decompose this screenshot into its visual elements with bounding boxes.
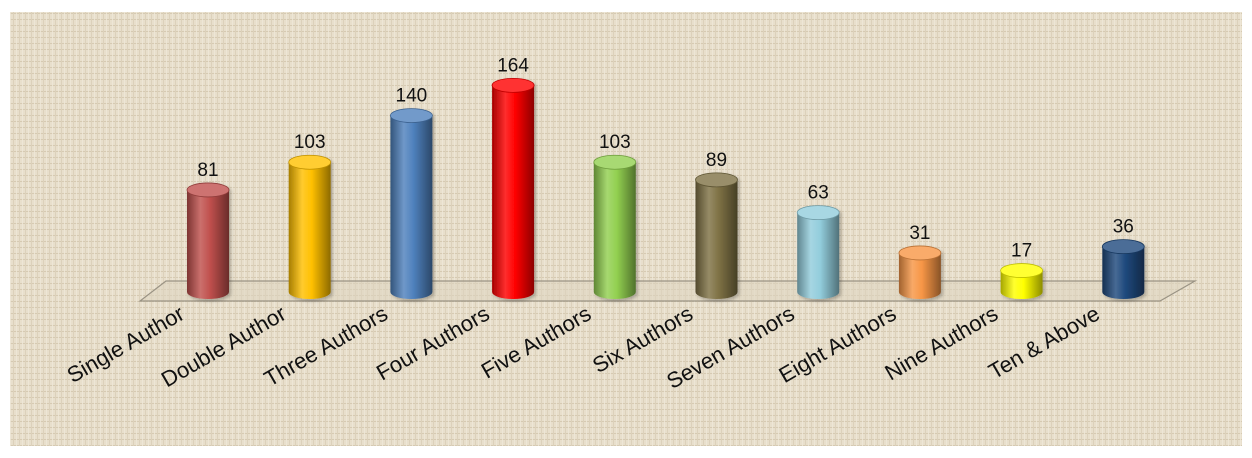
bars-group	[186, 77, 1145, 299]
bar	[898, 245, 942, 299]
bar	[796, 205, 840, 299]
data-label: 103	[294, 132, 326, 153]
bar-body	[288, 162, 331, 299]
bar-top	[1101, 239, 1145, 255]
bar-top	[695, 172, 738, 188]
data-label: 63	[808, 183, 829, 204]
bar-top	[288, 154, 332, 170]
data-label: 17	[1011, 241, 1032, 262]
bar-top	[389, 108, 433, 123]
bar-top	[593, 154, 637, 170]
bar-body	[492, 85, 535, 299]
bar-top	[796, 205, 840, 221]
bar	[695, 172, 738, 299]
bar-body	[695, 179, 738, 299]
data-label: 81	[197, 160, 218, 181]
value-labels-group: 81 103 140 164 103 89 63 31 17 36	[197, 55, 1133, 261]
bar-body	[797, 212, 840, 299]
bar	[288, 154, 332, 299]
data-label: 140	[396, 86, 428, 107]
bar-body	[390, 115, 433, 299]
bar-body	[1000, 270, 1043, 299]
bar-top	[186, 182, 230, 198]
bar	[491, 77, 535, 299]
data-label: 164	[497, 55, 529, 76]
bar	[389, 108, 433, 299]
bar	[593, 154, 637, 299]
data-label: 103	[599, 132, 631, 153]
bar	[1000, 263, 1043, 299]
bar-top	[898, 245, 942, 261]
bar	[186, 182, 230, 299]
data-label: 36	[1113, 217, 1134, 238]
bar	[1101, 239, 1145, 299]
bar-body	[187, 189, 229, 299]
bar-body	[1102, 246, 1145, 299]
data-label: 89	[706, 150, 727, 171]
bar-top	[491, 77, 535, 93]
bar-body	[593, 162, 636, 299]
bar-body	[898, 252, 941, 299]
data-label: 31	[909, 223, 930, 244]
bar-top	[1000, 263, 1043, 278]
